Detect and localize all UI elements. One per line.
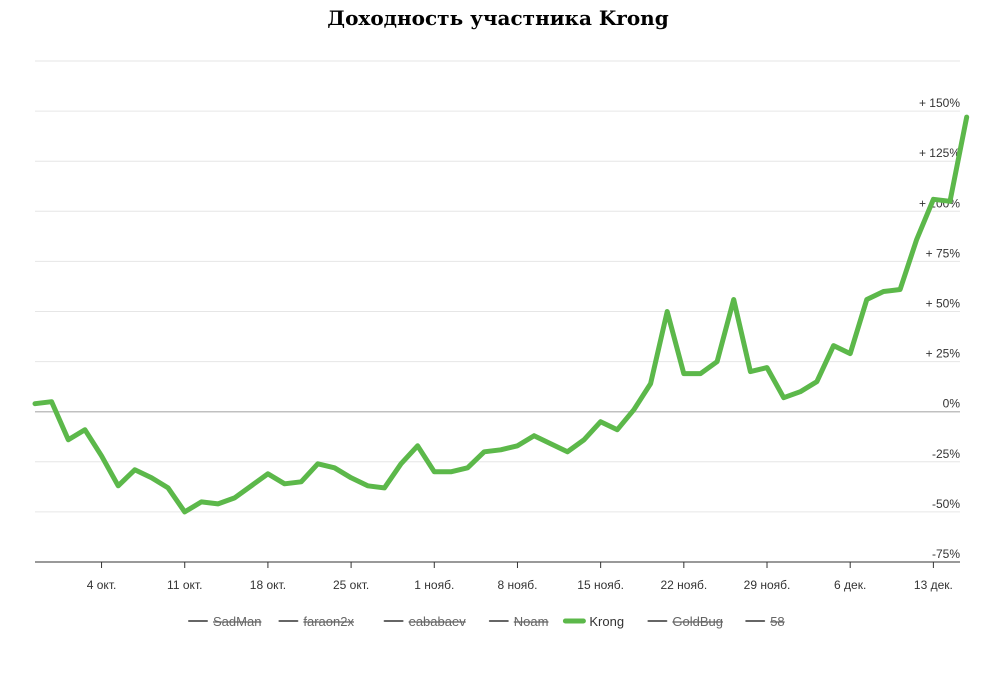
legend-item-sadman[interactable]: SadMan [188,614,261,629]
legend-label: SadMan [213,614,261,629]
legend-label: GoldBug [672,614,723,629]
y-tick-label: 0% [943,397,961,411]
y-tick-label: + 50% [926,297,961,311]
legend-label: 58 [770,614,784,629]
y-tick-label: -75% [932,547,960,561]
x-tick-label: 15 нояб. [577,578,624,592]
y-tick-label: + 125% [919,146,960,160]
x-tick-label: 29 нояб. [744,578,791,592]
y-tick-label: + 150% [919,96,960,110]
y-tick-label: + 25% [926,347,961,361]
legend-item-58[interactable]: 58 [745,614,785,629]
y-tick-label: + 75% [926,246,961,260]
legend-item-goldbug[interactable]: GoldBug [647,614,723,629]
x-tick-label: 13 дек. [914,578,953,592]
legend-item-faraon2x[interactable]: faraon2x [278,614,354,629]
legend-item-eababaev[interactable]: eababaev [383,614,467,629]
legend-label: Krong [589,614,624,629]
series-line-krong[interactable] [32,114,970,515]
series-lines [32,114,970,515]
x-tick-label: 8 нояб. [497,578,537,592]
x-axis: 4 окт. 11 окт. 18 окт. 25 окт. 1 нояб. 8 нояб… [35,561,960,592]
chart-title: Доходность участника Krong [327,6,669,30]
x-tick-label: 11 окт. [167,578,202,592]
legend-label: faraon2x [303,614,354,629]
y-tick-label: -50% [932,497,960,511]
y-tick-label: -25% [932,447,960,461]
x-tick-label: 1 нояб. [414,578,454,592]
x-tick-label: 6 дек. [834,578,866,592]
legend-label: eababaev [409,614,467,629]
legend-label: Noam [514,614,549,629]
x-tick-label: 18 окт. [250,578,286,592]
legend: SadMan faraon2x eababaev Noam Krong GoldBug 58 [188,614,785,629]
x-tick-label: 22 нояб. [660,578,707,592]
grid-lines [35,60,960,513]
x-tick-label: 4 окт. [87,578,117,592]
legend-item-krong[interactable]: Krong [562,614,624,629]
y-axis-labels: + 150%+ 125%+ 100%+ 75%+ 50%+ 25%0%-25%-… [919,96,960,561]
legend-item-noam[interactable]: Noam [488,614,549,629]
x-tick-label: 25 окт. [333,578,369,592]
